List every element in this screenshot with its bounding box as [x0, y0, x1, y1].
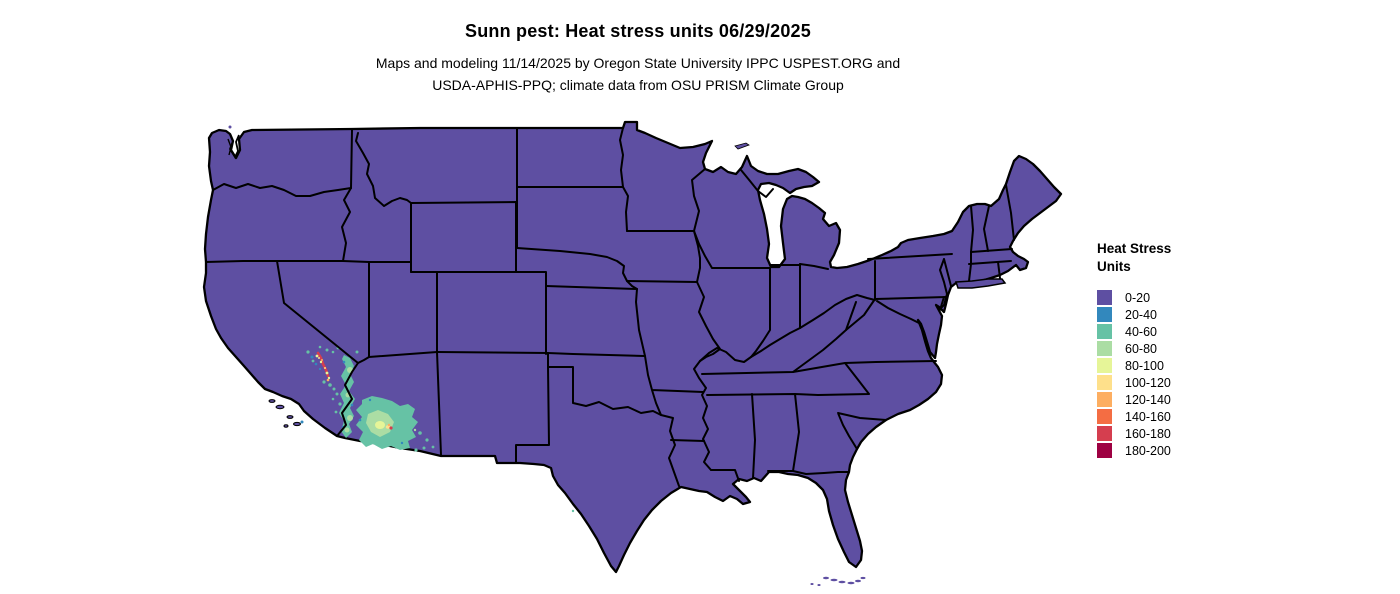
legend-item: 60-80	[1097, 340, 1257, 357]
legend-swatch	[1097, 443, 1112, 458]
legend-swatch	[1097, 324, 1112, 339]
legend-item: 40-60	[1097, 323, 1257, 340]
legend-title-line-1: Heat Stress	[1097, 241, 1172, 256]
subtitle-line-1: Maps and modeling 11/14/2025 by Oregon S…	[375, 55, 901, 71]
legend-item: 20-40	[1097, 306, 1257, 323]
florida-keys	[810, 576, 866, 586]
channel-islands	[268, 399, 304, 428]
legend-item-label: 140-160	[1125, 409, 1171, 424]
long-island	[954, 278, 1007, 289]
heat-hotspot-imperial-valley	[306, 345, 359, 391]
legend-item-label: 40-60	[1125, 324, 1157, 339]
legend-items: 0-20 20-40 40-60 60-80 80-100 100-120 120-140 1…	[1097, 289, 1257, 459]
legend-item-label: 20-40	[1125, 307, 1157, 322]
legend-item-label: 160-180	[1125, 426, 1171, 441]
page-title: Sunn pest: Heat stress units 06/29/2025	[465, 21, 811, 41]
state-borders	[205, 127, 1015, 487]
legend-swatch	[1097, 375, 1112, 390]
legend-title: Heat Stress Units	[1097, 240, 1257, 276]
legend-item: 140-160	[1097, 408, 1257, 425]
map-silhouette	[202, 120, 1063, 574]
legend-item: 160-180	[1097, 425, 1257, 442]
legend-item: 100-120	[1097, 374, 1257, 391]
san-juan-island-dot	[228, 125, 232, 129]
legend-item: 0-20	[1097, 289, 1257, 306]
legend-swatch	[1097, 426, 1112, 441]
legend-swatch	[1097, 392, 1112, 407]
isle-royale	[734, 142, 750, 150]
legend-item-label: 180-200	[1125, 443, 1171, 458]
legend-swatch	[1097, 290, 1112, 305]
legend-item-label: 100-120	[1125, 375, 1171, 390]
legend-swatch	[1097, 307, 1112, 322]
legend-item-label: 80-100	[1125, 358, 1164, 373]
legend-item-label: 0-20	[1125, 290, 1151, 305]
legend-swatch	[1097, 341, 1112, 356]
legend-item: 180-200	[1097, 442, 1257, 459]
legend-item-label: 120-140	[1125, 392, 1171, 407]
legend-title-line-2: Units	[1097, 259, 1131, 274]
legend-item-label: 60-80	[1125, 341, 1157, 356]
subtitle-line-2: USDA-APHIS-PPQ; climate data from OSU PR…	[432, 77, 844, 93]
heat-hotspot-southwest-arizona	[356, 396, 575, 513]
page-subtitle: Maps and modeling 11/14/2025 by Oregon S…	[0, 52, 1276, 96]
puget-sound	[227, 125, 240, 159]
legend-item: 80-100	[1097, 357, 1257, 374]
legend: Heat Stress Units 0-20 20-40 40-60 60-80 80-…	[1097, 240, 1257, 459]
legend-swatch	[1097, 358, 1112, 373]
title-block: Sunn pest: Heat stress units 06/29/2025 …	[0, 18, 1276, 96]
legend-item: 120-140	[1097, 391, 1257, 408]
legend-swatch	[1097, 409, 1112, 424]
